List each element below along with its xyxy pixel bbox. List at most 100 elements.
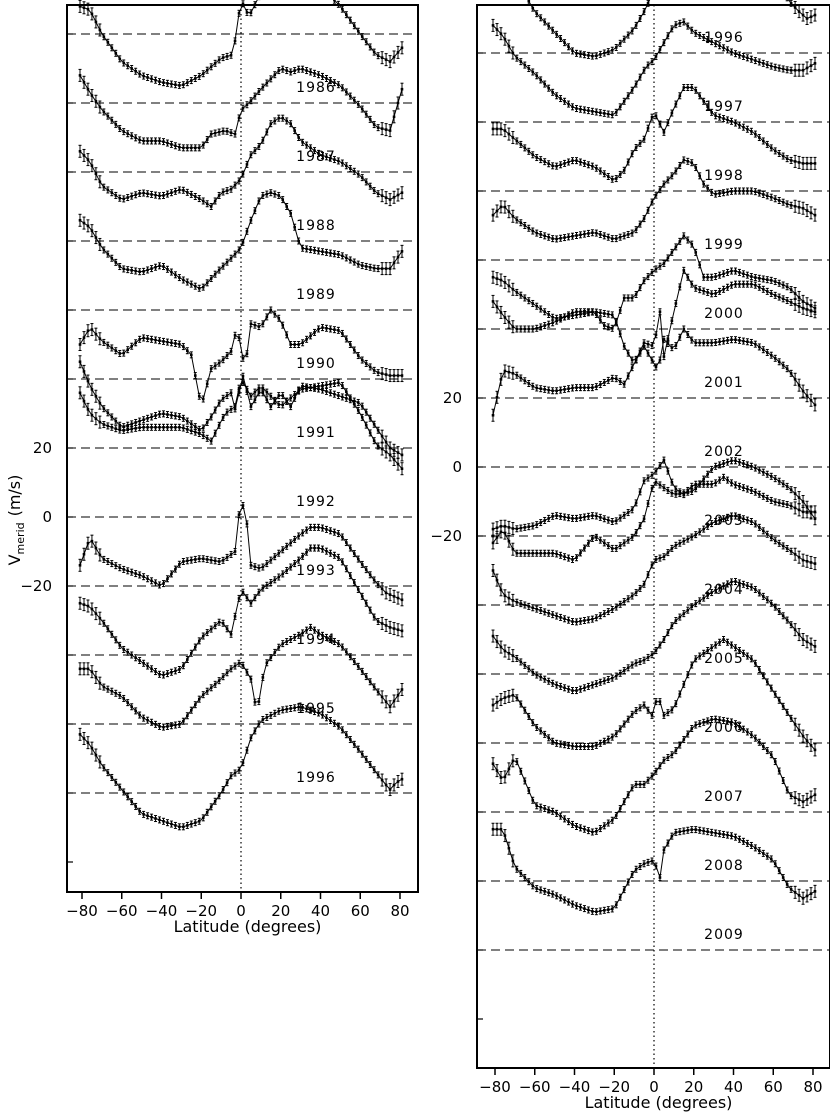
data-point — [305, 628, 308, 632]
data-point — [341, 7, 344, 11]
data-point — [78, 733, 82, 736]
data-point — [186, 559, 189, 563]
data-point — [646, 209, 650, 212]
data-point — [535, 231, 539, 235]
data-point — [201, 557, 205, 561]
data-point — [134, 427, 137, 430]
data-point — [321, 547, 324, 551]
data-point — [94, 172, 98, 176]
data-point — [801, 13, 805, 17]
data-point — [523, 146, 527, 150]
data-point — [122, 351, 126, 355]
series-1988: 1988 — [67, 114, 418, 234]
data-point — [781, 154, 785, 158]
data-point — [229, 350, 233, 353]
data-point — [396, 596, 400, 600]
series-line — [79, 381, 403, 470]
data-point — [563, 100, 566, 103]
data-point — [265, 398, 269, 401]
data-point — [106, 411, 110, 415]
data-point — [603, 112, 606, 115]
x-tick-label: −40 — [146, 902, 178, 920]
data-point — [213, 199, 217, 203]
data-point — [201, 816, 205, 820]
data-point — [356, 401, 360, 404]
data-point — [122, 61, 126, 65]
data-point — [380, 194, 384, 197]
data-point — [388, 374, 392, 377]
data-point — [205, 811, 209, 814]
data-point — [360, 264, 364, 267]
data-point — [368, 431, 372, 435]
data-point — [98, 760, 102, 764]
data-point — [253, 209, 257, 212]
data-point — [94, 676, 98, 679]
data-point — [213, 272, 217, 276]
data-point — [356, 103, 360, 106]
data-point — [241, 106, 245, 110]
data-point — [773, 149, 777, 153]
data-point — [531, 6, 535, 10]
data-point — [392, 374, 396, 377]
data-point — [90, 94, 94, 97]
data-point — [301, 341, 304, 345]
data-point — [531, 229, 535, 233]
data-point — [750, 57, 753, 61]
data-point — [265, 192, 269, 196]
data-point — [309, 146, 312, 150]
data-point — [396, 462, 400, 466]
data-point — [253, 398, 257, 401]
data-point — [90, 413, 94, 417]
data-point — [392, 458, 396, 461]
data-point — [325, 77, 328, 80]
data-point — [309, 386, 312, 389]
data-point — [305, 143, 308, 147]
data-point — [349, 738, 352, 741]
data-point — [289, 343, 292, 346]
data-point — [662, 41, 666, 44]
year-label: 1986 — [296, 80, 336, 96]
data-point — [265, 584, 269, 587]
data-point — [368, 45, 372, 49]
data-point — [106, 424, 110, 428]
data-point — [718, 44, 721, 48]
data-point — [634, 146, 638, 149]
data-point — [130, 705, 133, 709]
data-point — [186, 658, 189, 661]
data-point — [360, 563, 364, 566]
data-point — [329, 251, 332, 255]
data-point — [376, 371, 380, 374]
data-point — [166, 413, 169, 416]
data-point — [114, 427, 118, 430]
data-point — [730, 120, 733, 123]
data-point — [237, 513, 241, 516]
data-point — [182, 560, 185, 563]
data-point — [193, 558, 197, 561]
data-point — [201, 143, 205, 147]
data-point — [670, 174, 674, 178]
data-point — [190, 651, 193, 655]
data-point — [245, 522, 249, 526]
data-point — [102, 766, 106, 770]
data-point — [138, 809, 141, 813]
data-point — [313, 526, 316, 529]
data-point — [245, 230, 249, 233]
data-point — [110, 191, 114, 194]
data-point — [333, 382, 336, 385]
data-point — [285, 545, 289, 548]
data-point — [289, 541, 292, 545]
data-point — [325, 251, 328, 254]
data-point — [257, 391, 261, 395]
data-point — [102, 558, 106, 561]
data-point — [376, 690, 380, 694]
data-point — [253, 390, 257, 394]
data-point — [329, 638, 332, 641]
data-point — [217, 361, 221, 365]
data-point — [674, 102, 678, 106]
data-point — [559, 236, 562, 240]
data-point — [269, 77, 273, 81]
data-point — [337, 253, 340, 256]
data-point — [400, 688, 404, 691]
data-point — [261, 391, 265, 395]
series-1995: 1995 — [67, 623, 418, 731]
